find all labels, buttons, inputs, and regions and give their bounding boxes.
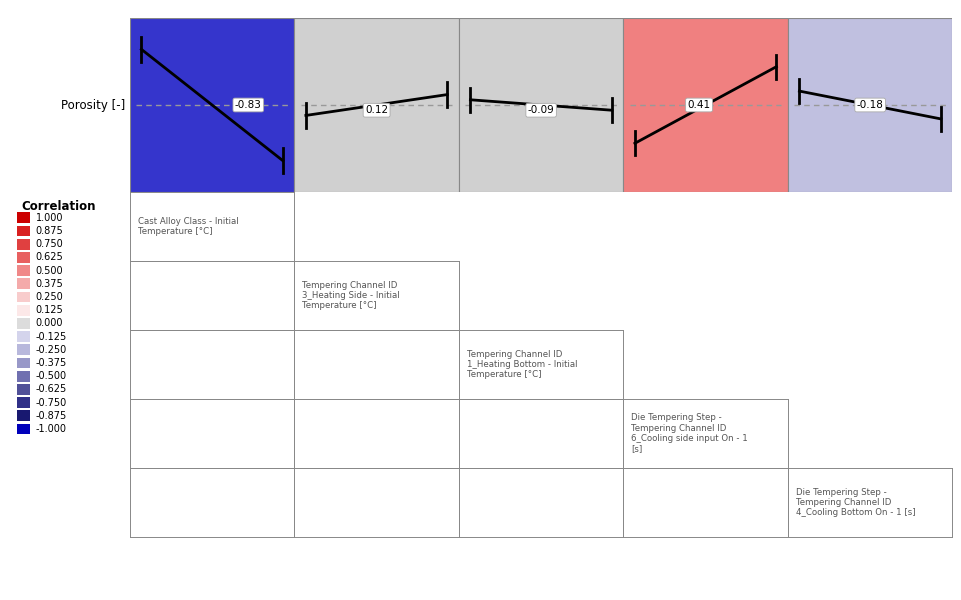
Bar xyxy=(623,18,787,192)
Text: 0.875: 0.875 xyxy=(36,226,63,236)
Text: -0.09: -0.09 xyxy=(528,105,554,115)
Text: 0.000: 0.000 xyxy=(36,319,63,328)
Text: Cast Alloy Class - Initial
Temperature [°C]: Cast Alloy Class - Initial Temperature [… xyxy=(137,217,238,236)
Text: -0.375: -0.375 xyxy=(36,358,66,368)
Text: -0.125: -0.125 xyxy=(36,332,66,341)
Bar xyxy=(130,18,294,192)
Bar xyxy=(458,18,623,192)
Text: Die Tempering Step -
Tempering Channel ID
6_Cooling side input On - 1
[s]: Die Tempering Step - Tempering Channel I… xyxy=(630,413,747,454)
Text: Porosity [-]: Porosity [-] xyxy=(61,98,125,112)
Bar xyxy=(787,18,951,192)
Text: -1.000: -1.000 xyxy=(36,424,66,434)
Text: 0.250: 0.250 xyxy=(36,292,63,302)
Text: -0.625: -0.625 xyxy=(36,385,66,394)
Text: -0.750: -0.750 xyxy=(36,398,66,407)
Text: 0.500: 0.500 xyxy=(36,266,63,275)
Text: -0.875: -0.875 xyxy=(36,411,66,421)
Text: Correlation: Correlation xyxy=(21,200,95,213)
Bar xyxy=(294,18,458,192)
Text: 0.375: 0.375 xyxy=(36,279,63,289)
Text: 0.125: 0.125 xyxy=(36,305,63,315)
Text: -0.83: -0.83 xyxy=(234,100,261,110)
Text: 0.41: 0.41 xyxy=(687,100,710,110)
Text: 0.750: 0.750 xyxy=(36,239,63,249)
Text: 0.625: 0.625 xyxy=(36,253,63,262)
Text: -0.18: -0.18 xyxy=(856,100,882,110)
Text: -0.500: -0.500 xyxy=(36,371,66,381)
Text: Tempering Channel ID
1_Heating Bottom - Initial
Temperature [°C]: Tempering Channel ID 1_Heating Bottom - … xyxy=(466,350,577,379)
Text: 1.000: 1.000 xyxy=(36,213,63,223)
Text: Tempering Channel ID
3_Heating Side - Initial
Temperature [°C]: Tempering Channel ID 3_Heating Side - In… xyxy=(302,281,399,310)
Text: 0.12: 0.12 xyxy=(364,105,388,115)
Text: Die Tempering Step -
Tempering Channel ID
4_Cooling Bottom On - 1 [s]: Die Tempering Step - Tempering Channel I… xyxy=(795,488,914,517)
Text: -0.250: -0.250 xyxy=(36,345,66,355)
